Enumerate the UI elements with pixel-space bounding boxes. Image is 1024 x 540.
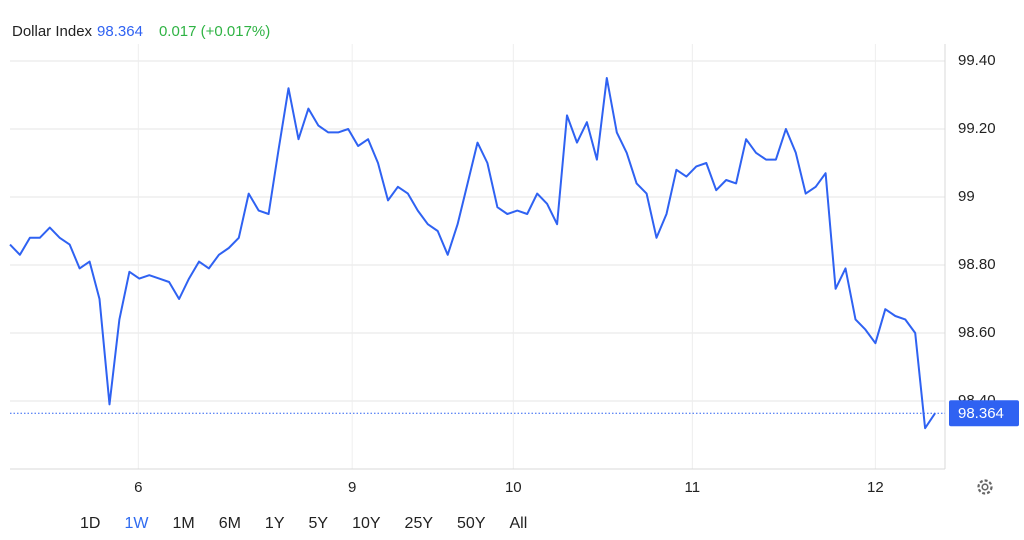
range-button[interactable]: 1Y xyxy=(264,515,285,532)
x-tick-label: 10 xyxy=(505,479,522,496)
x-tick-label: 6 xyxy=(134,479,142,496)
last-price-tag xyxy=(949,400,1019,427)
y-tick-label: 99.40 xyxy=(958,52,996,69)
last-price-tag-label: 98.364 xyxy=(958,405,1004,422)
y-tick-label: 99.20 xyxy=(958,120,996,137)
x-tick-label: 12 xyxy=(867,479,884,496)
range-button[interactable]: 5Y xyxy=(308,515,329,532)
y-tick-label: 98.80 xyxy=(958,256,996,273)
y-tick-label: 99 xyxy=(958,188,975,205)
range-button[interactable]: 25Y xyxy=(404,515,434,532)
x-tick-label: 11 xyxy=(685,479,701,496)
range-button[interactable]: 50Y xyxy=(457,515,486,532)
price-line xyxy=(9,77,936,430)
x-tick-label: 9 xyxy=(348,479,356,496)
range-button[interactable]: All xyxy=(509,515,528,532)
y-tick-label: 98.60 xyxy=(958,324,996,341)
range-button[interactable]: 10Y xyxy=(352,515,381,532)
settings-icon[interactable] xyxy=(977,479,993,495)
chart-title: Dollar Index xyxy=(12,23,93,40)
last-price: 98.364 xyxy=(97,23,143,40)
price-change: 0.017 (+0.017%) xyxy=(159,23,270,40)
range-button[interactable]: 1W xyxy=(124,515,149,532)
range-button[interactable]: 6M xyxy=(218,515,241,532)
range-button[interactable]: 1D xyxy=(80,515,101,532)
range-button[interactable]: 1M xyxy=(172,515,195,532)
